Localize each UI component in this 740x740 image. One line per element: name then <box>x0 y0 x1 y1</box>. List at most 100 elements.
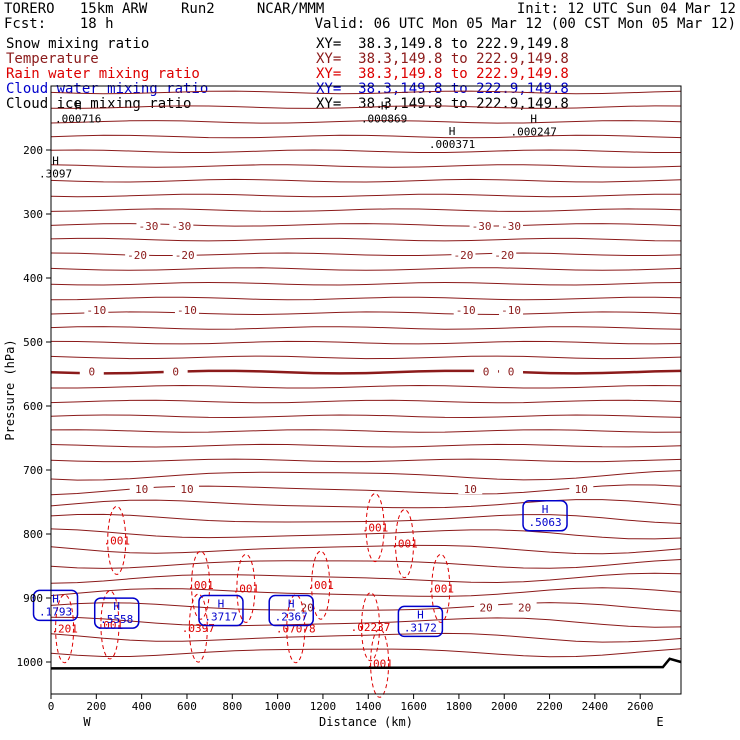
cloud-water-max-marker: H <box>288 598 295 611</box>
isotherm-label-bg <box>125 247 150 260</box>
x-tick-label: 600 <box>177 700 197 713</box>
isotherm-label-bg <box>129 482 154 495</box>
x-tick-label: 400 <box>132 700 152 713</box>
isotherm-label-bg <box>474 364 499 377</box>
isotherm-line <box>50 414 682 419</box>
isotherm-label-bg <box>84 303 109 315</box>
y-tick-label: 1000 <box>17 656 44 669</box>
x-tick-label: 1200 <box>310 700 337 713</box>
east-label: E <box>656 715 663 729</box>
isotherm-line <box>50 237 682 242</box>
isotherm-line <box>50 267 682 271</box>
rain-water-label: .001 <box>307 579 334 592</box>
cloud-water-max-label: .1793 <box>39 605 72 618</box>
isotherm-label: -10 <box>86 304 106 317</box>
isotherm-label: 20 <box>479 602 492 615</box>
x-tick-label: 200 <box>86 700 106 713</box>
cloud-water-contour <box>32 589 79 622</box>
x-tick-label: 1800 <box>446 700 473 713</box>
isotherm-line <box>50 208 682 212</box>
legend-item: Snow mixing ratio <box>6 36 150 52</box>
isotherm-line <box>50 648 682 658</box>
isotherm-line <box>50 559 682 569</box>
legend-item: Temperature <box>6 51 99 67</box>
cloud-water-max-marker: H <box>417 608 424 621</box>
rain-water-contour <box>191 550 211 620</box>
rain-water-label: .001 <box>391 538 418 551</box>
y-tick-label: 500 <box>23 336 43 349</box>
isotherm-label: 10 <box>464 483 477 496</box>
snow-ice-max-label: .000869 <box>361 113 407 126</box>
rain-water-contour <box>311 550 331 620</box>
y-axis-title: Pressure (hPa) <box>3 339 17 440</box>
model-title: TORERO 15km ARW Run2 NCAR/MMM <box>4 1 325 17</box>
isotherm-label: -20 <box>454 249 474 262</box>
x-tick-label: 1400 <box>355 700 382 713</box>
rain-water-label: .001 <box>362 522 389 535</box>
isotherm-line <box>50 616 682 628</box>
snow-ice-max-label: .3097 <box>39 168 72 181</box>
isotherm-label-bg <box>492 247 517 260</box>
y-tick-label: 400 <box>23 272 43 285</box>
isotherm-line <box>50 90 682 95</box>
isotherm-label-bg <box>474 600 499 613</box>
rain-water-contour <box>431 553 451 623</box>
x-tick-label: 2000 <box>491 700 518 713</box>
isotherm-line <box>50 296 682 301</box>
isotherm-label-bg <box>453 303 478 315</box>
isotherm-line <box>50 355 682 360</box>
cloud-water-max-marker: H <box>218 598 225 611</box>
isotherm-label-bg <box>79 364 104 377</box>
isotherm-label: -10 <box>177 304 197 317</box>
x-tick-label: 0 <box>48 700 55 713</box>
rain-water-contour <box>370 628 390 698</box>
x-tick-label: 1600 <box>400 700 427 713</box>
isotherm-label-bg <box>499 303 524 315</box>
isotherm-label: 0 <box>88 365 95 378</box>
isotherm-line <box>50 326 682 330</box>
isotherm-label-bg <box>512 600 537 613</box>
isotherm-label: 10 <box>575 483 588 496</box>
cloud-water-max-label: .5063 <box>528 516 561 529</box>
isotherm-line <box>50 134 682 139</box>
x-tick-label: 1000 <box>264 700 291 713</box>
snow-ice-max-label: .000247 <box>511 125 557 138</box>
legend-item: Cloud ice mixing ratio <box>6 96 192 112</box>
cloud-water-max-label: .3717 <box>204 611 237 624</box>
isotherm-label-bg <box>163 364 188 377</box>
isotherm-label-bg <box>469 219 494 232</box>
isotherm-label: -20 <box>494 249 514 262</box>
cloud-water-contour <box>268 594 314 627</box>
isotherm-line <box>50 499 682 509</box>
isotherm-line <box>50 281 682 286</box>
isotherm-line <box>50 587 682 597</box>
isotherm-line <box>50 458 682 463</box>
isotherm-label: 0 <box>483 365 490 378</box>
isotherm-line <box>50 429 682 433</box>
isotherm-label: -10 <box>456 304 476 317</box>
snow-ice-max-label: .000716 <box>55 113 101 126</box>
isotherm-label: -20 <box>175 249 195 262</box>
cloud-water-max-label: .3172 <box>404 621 437 634</box>
rain-water-contour <box>286 594 306 664</box>
cloud-water-contour <box>198 594 244 627</box>
rain-water-contour <box>55 594 75 664</box>
isotherm-line <box>50 120 682 124</box>
snow-ice-max-marker: H <box>449 125 456 138</box>
legend-item: Rain water mixing ratio <box>6 66 200 82</box>
isotherm-line <box>50 443 682 448</box>
isotherm-label-bg <box>499 219 524 232</box>
cloud-water-contour <box>522 500 568 532</box>
isotherm-label-bg <box>169 219 194 232</box>
y-tick-label: 800 <box>23 528 43 541</box>
snow-ice-max-marker: H <box>381 100 388 113</box>
cloud-water-contour <box>93 597 140 629</box>
isotherm-line <box>50 193 682 198</box>
snow-ice-max-marker: H <box>75 100 82 113</box>
isotherm-line <box>50 369 682 375</box>
rain-water-contour <box>107 505 127 575</box>
terrain-line <box>50 657 682 670</box>
rain-water-label: .02237 <box>351 621 391 634</box>
isotherm-label: -20 <box>127 249 147 262</box>
